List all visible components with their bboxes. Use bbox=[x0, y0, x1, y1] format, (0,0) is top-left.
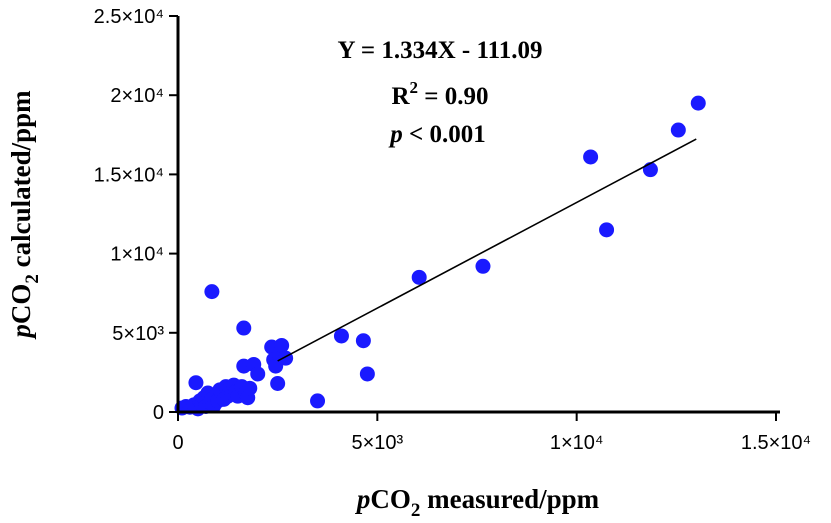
y-tick-label: 2.5×10⁴ bbox=[94, 6, 164, 28]
data-point bbox=[599, 222, 615, 238]
data-point bbox=[359, 366, 375, 382]
data-point bbox=[475, 258, 491, 274]
data-point bbox=[310, 393, 326, 409]
axes bbox=[176, 16, 780, 414]
x-tick-label: 1×10⁴ bbox=[550, 432, 604, 454]
p-value-rest: < 0.001 bbox=[403, 121, 486, 148]
r-squared-rest: = 0.90 bbox=[418, 83, 489, 110]
y-axis-title-base: CO bbox=[6, 284, 36, 325]
y-axis-title-rest: calculated/ppm bbox=[6, 90, 36, 274]
regression-line bbox=[277, 138, 697, 362]
y-axis-ticks: 0 5×10³ 1×10⁴ 1.5×10⁴ 2×10⁴ 2.5×10⁴ bbox=[94, 6, 178, 424]
p-value-label: p < 0.001 bbox=[388, 121, 486, 148]
data-point bbox=[242, 380, 258, 396]
data-point bbox=[583, 149, 599, 165]
data-point bbox=[670, 122, 686, 138]
data-point bbox=[250, 366, 266, 382]
x-axis-title-rest: measured/ppm bbox=[420, 484, 599, 514]
r-squared-base: R bbox=[391, 83, 410, 110]
x-axis-title-base: CO bbox=[370, 484, 411, 514]
data-point bbox=[270, 375, 286, 391]
y-tick-label: 5×10³ bbox=[112, 323, 164, 345]
data-points bbox=[174, 95, 706, 417]
data-point bbox=[642, 162, 658, 178]
p-value-italic: p bbox=[388, 121, 403, 148]
equation-label: Y = 1.334X - 111.09 bbox=[338, 37, 543, 64]
x-axis-title: pCO2 measured/ppm bbox=[355, 484, 600, 521]
data-point bbox=[411, 269, 427, 285]
data-point bbox=[204, 284, 220, 300]
x-axis-title-italic: p bbox=[355, 484, 371, 514]
r-squared-label: R2 = 0.90 bbox=[391, 78, 488, 110]
x-tick-label: 5×10³ bbox=[351, 432, 403, 454]
data-point bbox=[355, 333, 371, 349]
data-point bbox=[188, 375, 204, 391]
y-tick-label: 2×10⁴ bbox=[110, 85, 164, 107]
y-tick-label: 1×10⁴ bbox=[110, 244, 164, 266]
x-axis-ticks: 0 5×10³ 1×10⁴ 1.5×10⁴ bbox=[172, 412, 811, 454]
r-squared-sup: 2 bbox=[410, 78, 419, 97]
y-axis-title-italic: p bbox=[6, 324, 36, 340]
y-tick-label: 0 bbox=[153, 402, 164, 424]
data-point bbox=[278, 350, 294, 366]
y-tick-label: 1.5×10⁴ bbox=[94, 164, 164, 186]
data-point bbox=[274, 337, 290, 353]
y-axis-title-sub: 2 bbox=[22, 274, 43, 284]
data-point bbox=[236, 320, 252, 336]
y-axis-title: pCO2 calculated/ppm bbox=[6, 90, 43, 340]
x-axis-title-sub: 2 bbox=[411, 500, 421, 521]
data-point bbox=[333, 328, 349, 344]
x-tick-label: 1.5×10⁴ bbox=[741, 432, 811, 454]
data-point bbox=[690, 95, 706, 111]
x-tick-label: 0 bbox=[172, 432, 183, 454]
